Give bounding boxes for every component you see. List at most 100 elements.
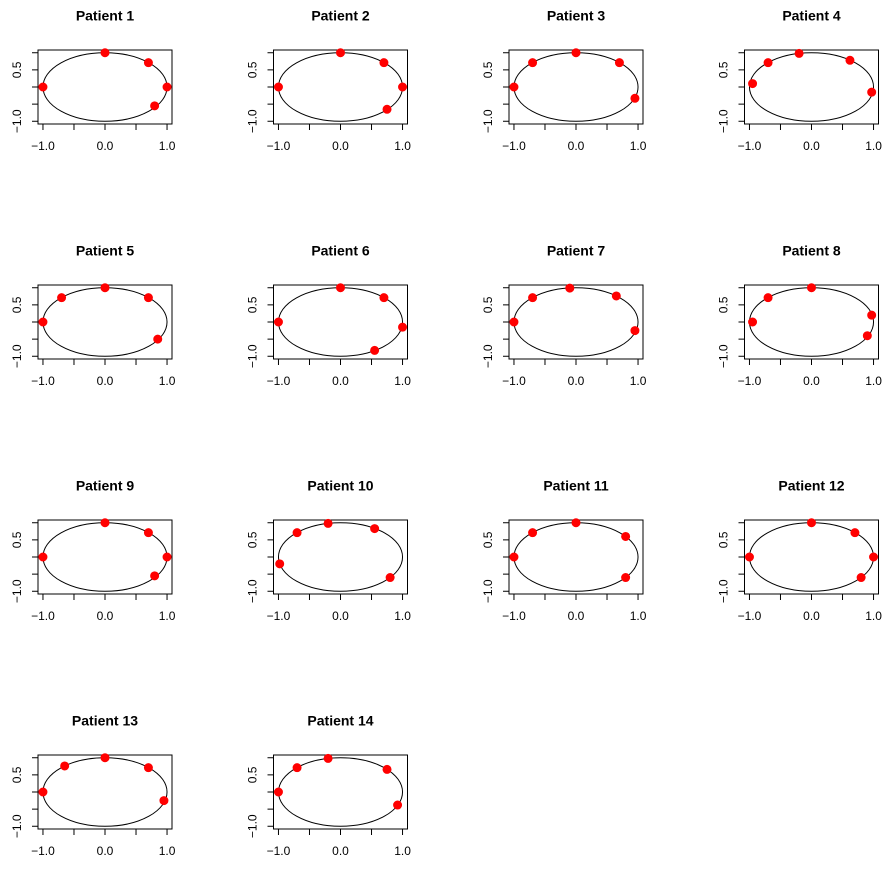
x-tick-label: 0.0: [332, 844, 349, 858]
panel-title: Patient 6: [311, 243, 370, 259]
x-tick-label: −1.0: [267, 844, 291, 858]
y-tick-label: −1.0: [10, 344, 24, 368]
point: [57, 293, 67, 303]
x-tick-label: 0.0: [803, 609, 820, 623]
y-tick-label: −1.0: [481, 579, 495, 603]
point: [60, 761, 70, 771]
x-tick-label: 1.0: [159, 844, 176, 858]
x-tick-label: 0.0: [803, 139, 820, 153]
y-tick-label: −1.0: [246, 344, 260, 368]
y-tick-label: 0.5: [10, 296, 24, 313]
x-tick-label: 0.0: [568, 139, 585, 153]
y-tick-label: −1.0: [246, 579, 260, 603]
x-tick-label: 1.0: [394, 844, 411, 858]
y-tick-label: −1.0: [10, 579, 24, 603]
point: [150, 571, 160, 581]
panel-title: Patient 8: [782, 243, 841, 259]
y-tick-label: −1.0: [246, 814, 260, 838]
point: [614, 58, 624, 68]
panel-title: Patient 3: [547, 8, 606, 24]
panel-title: Patient 5: [76, 243, 135, 259]
point: [100, 48, 110, 58]
point: [845, 55, 855, 65]
x-tick-label: 1.0: [394, 139, 411, 153]
y-tick-label: 0.5: [481, 531, 495, 548]
x-tick-label: 0.0: [97, 609, 114, 623]
y-tick-label: 0.5: [481, 296, 495, 313]
point: [336, 48, 345, 58]
panel-title: Patient 10: [307, 478, 373, 494]
point: [748, 79, 758, 89]
point: [292, 763, 302, 773]
y-tick-label: 0.5: [10, 766, 24, 783]
point: [621, 573, 631, 583]
y-tick-label: −1.0: [481, 109, 495, 133]
panel-title: Patient 1: [76, 8, 135, 24]
x-tick-label: −1.0: [31, 609, 55, 623]
y-tick-label: −1.0: [717, 344, 731, 368]
point: [528, 293, 538, 303]
point: [867, 87, 877, 97]
x-tick-label: 0.0: [803, 374, 820, 388]
point: [807, 518, 816, 528]
panel-title: Patient 9: [76, 478, 135, 494]
x-tick-label: −1.0: [267, 139, 291, 153]
point: [571, 518, 581, 528]
y-tick-label: 0.5: [246, 61, 260, 78]
point: [850, 528, 860, 538]
x-tick-label: 1.0: [159, 139, 176, 153]
point: [398, 322, 408, 332]
y-tick-label: 0.5: [10, 61, 24, 78]
panel-title: Patient 2: [311, 8, 370, 24]
x-tick-label: −1.0: [267, 609, 291, 623]
point: [509, 552, 519, 562]
y-tick-label: −1.0: [717, 579, 731, 603]
y-tick-label: 0.5: [246, 531, 260, 548]
point: [856, 573, 866, 583]
point: [393, 800, 403, 810]
point: [379, 58, 389, 68]
x-tick-label: 1.0: [630, 609, 647, 623]
point: [379, 293, 389, 303]
x-tick-label: 1.0: [394, 609, 411, 623]
point: [273, 317, 283, 327]
panel-title: Patient 11: [543, 478, 609, 494]
point: [571, 48, 581, 58]
x-tick-label: −1.0: [502, 609, 526, 623]
panel-title: Patient 13: [72, 713, 138, 729]
point: [621, 531, 631, 541]
point: [143, 763, 153, 773]
x-tick-label: 1.0: [159, 374, 176, 388]
x-tick-label: 0.0: [332, 139, 349, 153]
point: [869, 552, 879, 562]
x-tick-label: −1.0: [738, 374, 762, 388]
point: [382, 104, 392, 114]
point: [273, 787, 283, 797]
point: [509, 317, 519, 327]
point: [748, 317, 758, 327]
y-tick-label: −1.0: [10, 109, 24, 133]
x-tick-label: 1.0: [630, 374, 647, 388]
panel-title: Patient 12: [778, 478, 844, 494]
x-tick-label: −1.0: [738, 609, 762, 623]
point: [323, 753, 333, 763]
point: [143, 58, 153, 68]
x-tick-label: −1.0: [267, 374, 291, 388]
point: [807, 283, 816, 293]
panel-title: Patient 7: [547, 243, 606, 259]
point: [143, 528, 153, 538]
x-tick-label: 0.0: [568, 374, 585, 388]
x-tick-label: −1.0: [502, 139, 526, 153]
x-tick-label: 1.0: [630, 139, 647, 153]
point: [763, 293, 773, 303]
y-tick-label: 0.5: [481, 61, 495, 78]
point: [794, 48, 804, 58]
point: [38, 552, 48, 562]
x-tick-label: 0.0: [97, 844, 114, 858]
point: [398, 82, 408, 92]
point: [100, 283, 110, 293]
x-tick-label: 0.0: [97, 139, 114, 153]
unit-circle: [748, 52, 875, 122]
unit-circle: [277, 522, 404, 592]
point: [159, 796, 169, 806]
